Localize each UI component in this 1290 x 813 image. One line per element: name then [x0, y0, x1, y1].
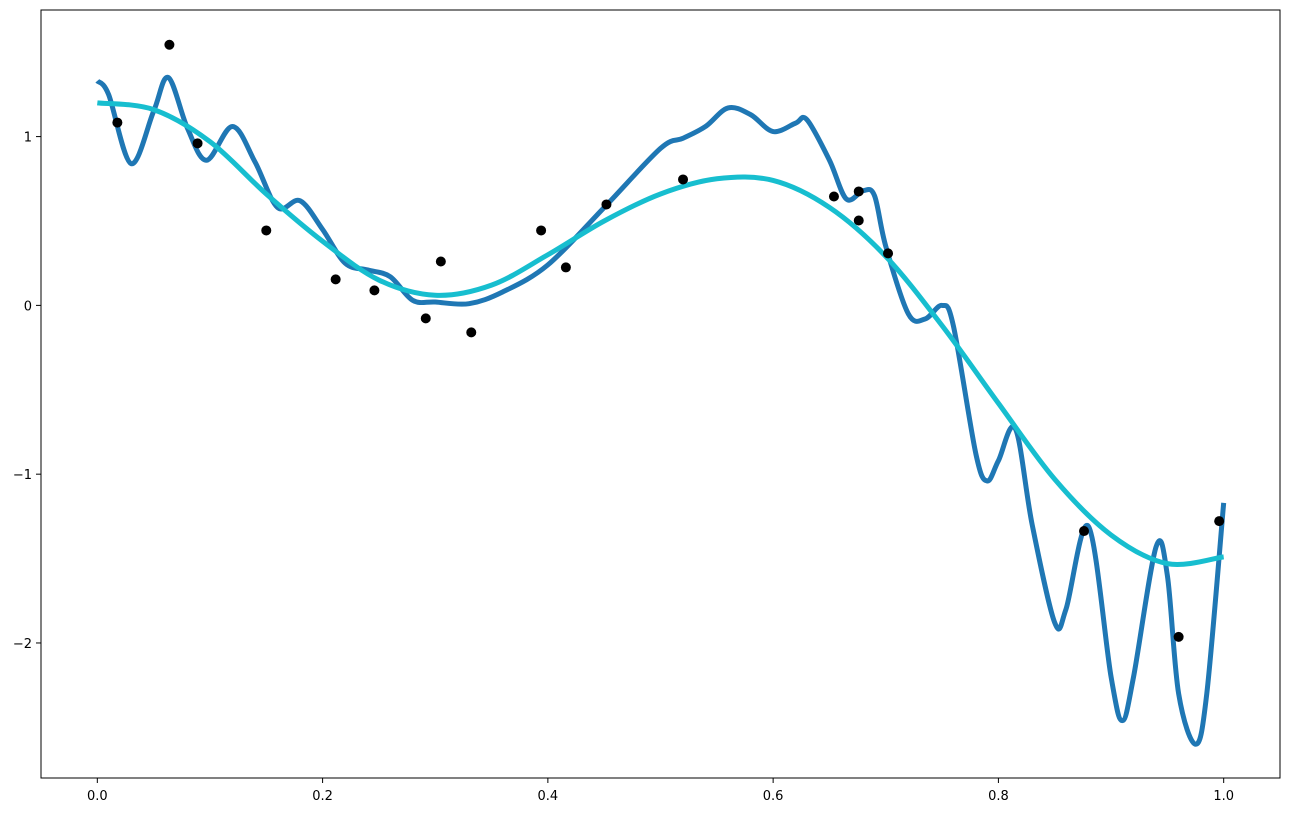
scatter-point: [261, 225, 272, 236]
line: [97, 100, 1225, 567]
scatter-point: [330, 274, 341, 285]
scatter-point: [560, 262, 571, 273]
y-tick-label: 0: [24, 299, 32, 314]
x-tick-label: 0.4: [538, 789, 559, 804]
scatter-point: [1079, 526, 1090, 537]
scatter-point: [420, 313, 431, 324]
scatter-point: [369, 285, 380, 296]
y-tick-label: 1: [24, 131, 32, 146]
scatter-point: [601, 199, 612, 210]
scatter-point: [1214, 516, 1225, 527]
scatter-point: [678, 174, 689, 185]
scatter-point: [828, 191, 839, 202]
x-tick-label: 0.8: [988, 789, 1009, 804]
plot-frame: [40, 9, 1281, 779]
scatter-point: [112, 117, 123, 128]
scatter-point: [853, 186, 864, 197]
y-tick-label: −1: [13, 468, 32, 483]
scatter-point: [536, 225, 547, 236]
x-tick-label: 0.0: [87, 789, 108, 804]
scatter-point: [466, 327, 477, 338]
scatter-point: [192, 138, 203, 149]
x-tick-label: 1.0: [1213, 789, 1234, 804]
scatter-point: [1173, 631, 1184, 642]
scatter-point: [435, 256, 446, 267]
x-tick-label: 0.2: [312, 789, 333, 804]
scatter-point: [164, 39, 175, 50]
line: [95, 75, 1227, 747]
scatter-point: [883, 248, 894, 259]
x-tick-label: 0.6: [763, 789, 784, 804]
y-tick-label: −2: [13, 637, 32, 652]
scatter-point: [853, 215, 864, 226]
